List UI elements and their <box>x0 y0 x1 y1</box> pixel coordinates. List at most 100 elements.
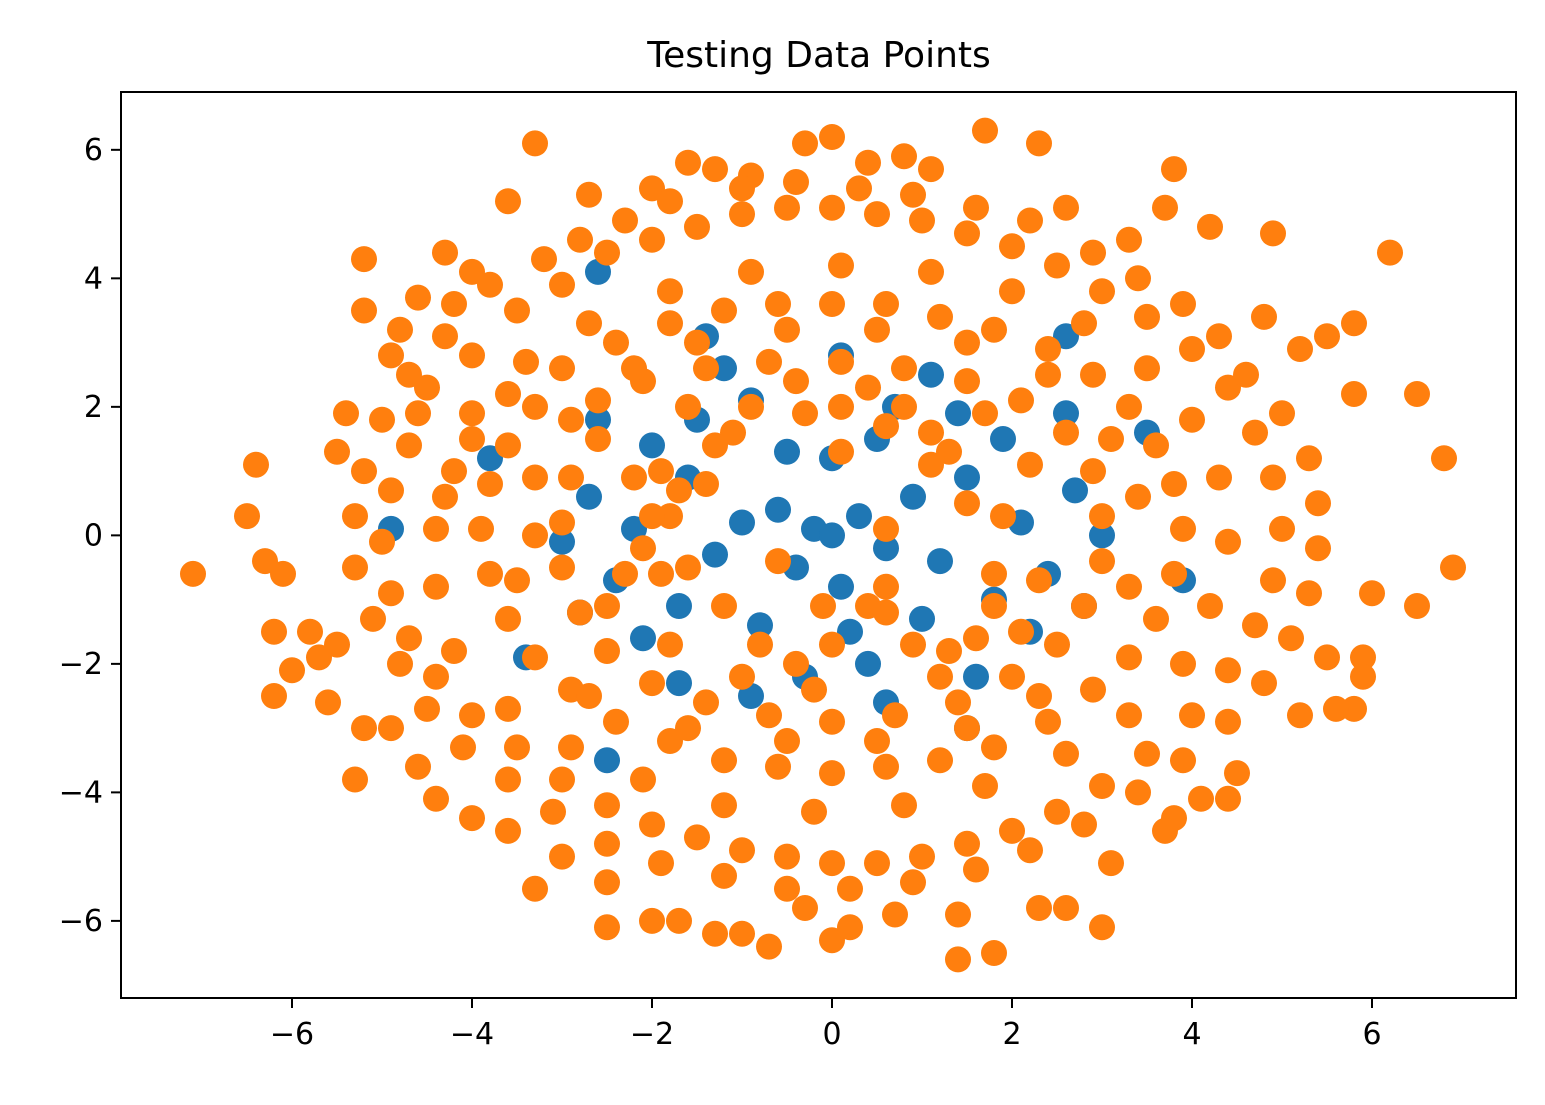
scatter-point <box>891 393 917 420</box>
scatter-point <box>594 869 620 896</box>
scatter-point <box>1017 451 1043 478</box>
scatter-point <box>756 933 782 960</box>
scatter-point <box>1341 381 1367 407</box>
scatter-point <box>1305 535 1331 562</box>
scatter-point <box>873 573 899 600</box>
scatter-point <box>261 618 287 645</box>
scatter-point <box>657 188 683 215</box>
scatter-point <box>837 618 863 645</box>
scatter-point <box>1287 336 1313 362</box>
scatter-point <box>423 663 449 690</box>
scatter-point <box>900 869 926 896</box>
scatter-point <box>819 522 845 549</box>
scatter-point <box>1116 226 1142 253</box>
scatter-point <box>1008 387 1034 414</box>
scatter-point <box>468 515 494 542</box>
scatter-point <box>1116 393 1142 420</box>
scatter-point <box>954 464 980 491</box>
scatter-point <box>360 605 386 632</box>
scatter-point <box>585 387 611 414</box>
scatter-point <box>405 753 431 780</box>
scatter-point <box>1269 515 1295 542</box>
scatter-point <box>1089 278 1115 305</box>
scatter-point <box>621 464 647 491</box>
scatter-point <box>1314 644 1340 671</box>
scatter-point <box>378 477 404 504</box>
scatter-point <box>612 560 638 587</box>
scatter-point <box>918 258 944 285</box>
scatter-point <box>1305 490 1331 517</box>
scatter-point <box>351 458 377 485</box>
scatter-point <box>657 728 683 754</box>
scatter-point <box>279 657 305 684</box>
scatter-point <box>1206 464 1232 491</box>
scatter-point <box>873 291 899 317</box>
scatter-point <box>819 194 845 221</box>
scatter-point <box>252 548 278 575</box>
scatter-point <box>1053 323 1079 350</box>
scatter-point <box>594 830 620 857</box>
scatter-point <box>846 503 872 530</box>
scatter-point <box>504 297 530 324</box>
scatter-point <box>828 438 854 465</box>
scatter-point <box>477 271 503 298</box>
scatter-point <box>666 593 692 619</box>
scatter-point <box>1215 657 1241 684</box>
scatter-point <box>1251 303 1277 330</box>
scatter-point <box>819 124 845 150</box>
scatter-point <box>1026 895 1052 921</box>
scatter-point <box>927 747 953 774</box>
scatter-point <box>990 503 1016 530</box>
scatter-point <box>900 631 926 658</box>
scatter-point <box>909 605 935 632</box>
scatter-point <box>378 580 404 607</box>
scatter-point <box>1323 695 1349 722</box>
scatter-point <box>1431 445 1457 472</box>
scatter-point <box>603 708 629 735</box>
scatter-point <box>648 458 674 485</box>
scatter-point <box>1233 361 1259 388</box>
y-tick-label: −2 <box>59 647 103 682</box>
scatter-point <box>1260 464 1286 491</box>
scatter-point <box>819 760 845 787</box>
scatter-point <box>855 650 881 677</box>
scatter-point <box>1377 239 1403 266</box>
scatter-point <box>522 875 548 902</box>
scatter-point <box>459 426 485 452</box>
scatter-point <box>396 361 422 388</box>
scatter-point <box>819 850 845 877</box>
scatter-point <box>1161 471 1187 497</box>
scatter-point <box>711 355 737 382</box>
scatter-point <box>882 702 908 729</box>
scatter-point <box>981 940 1007 966</box>
scatter-point <box>630 535 656 562</box>
scatter-point <box>774 843 800 870</box>
scatter-point <box>432 239 458 266</box>
scatter-point <box>414 695 440 722</box>
scatter-point <box>810 593 836 619</box>
scatter-point <box>648 560 674 587</box>
x-axis: −6 −4 −2 0 2 4 6 <box>270 998 1382 1052</box>
scatter-point <box>783 368 809 395</box>
scatter-point <box>639 226 665 253</box>
scatter-point <box>639 503 665 530</box>
scatter-point <box>495 695 521 722</box>
scatter-point <box>657 631 683 658</box>
scatter-point <box>1044 631 1070 658</box>
scatter-point <box>1197 593 1223 619</box>
scatter-point <box>675 715 701 742</box>
scatter-point <box>882 901 908 928</box>
scatter-point <box>576 483 602 510</box>
scatter-point <box>864 316 890 343</box>
scatter-point <box>891 143 917 170</box>
scatter-point <box>594 593 620 619</box>
scatter-point <box>873 535 899 562</box>
scatter-point <box>711 792 737 819</box>
scatter-point <box>630 766 656 793</box>
scatter-point <box>513 348 539 375</box>
scatter-point <box>1188 785 1214 812</box>
scatter-point <box>297 618 323 645</box>
scatter-point <box>639 811 665 838</box>
scatter-point <box>1035 361 1061 388</box>
scatter-point <box>396 432 422 459</box>
